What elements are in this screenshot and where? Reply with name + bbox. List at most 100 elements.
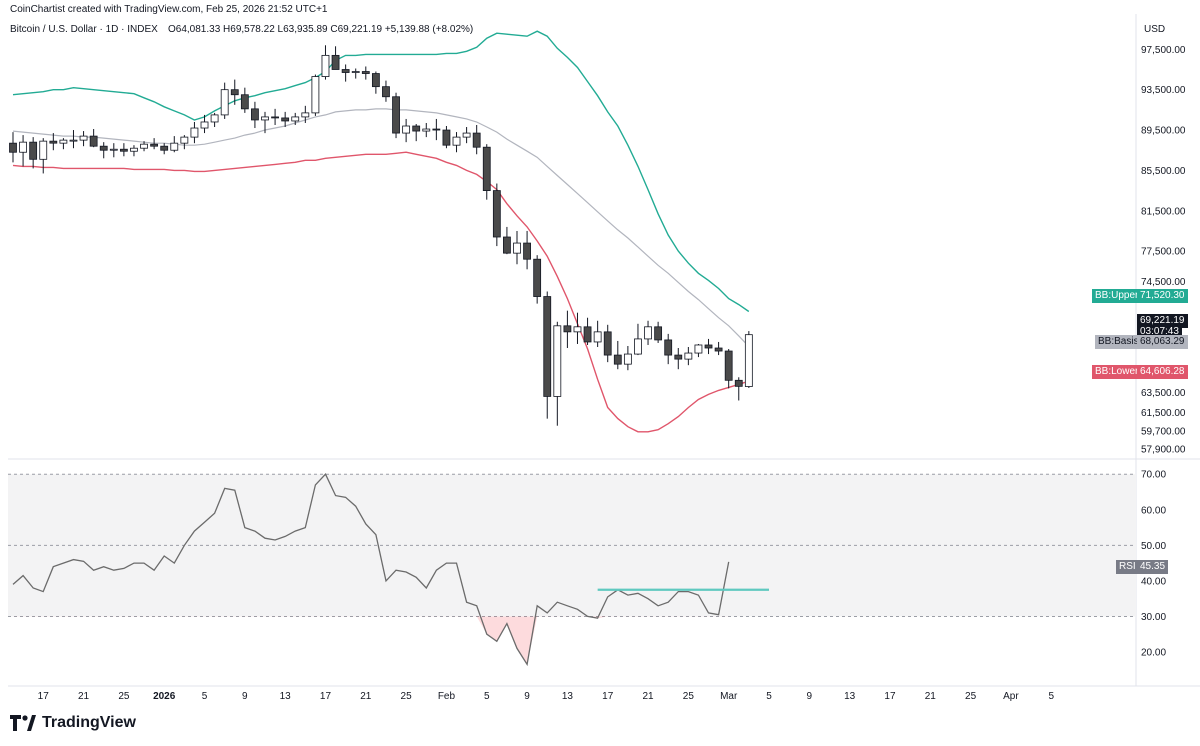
candle bbox=[230, 79, 239, 105]
candle bbox=[29, 137, 38, 169]
candle bbox=[664, 333, 673, 365]
candle bbox=[432, 118, 441, 141]
time-tick-label: Mar bbox=[720, 691, 738, 702]
time-tick-label: 21 bbox=[78, 691, 90, 702]
candle bbox=[371, 71, 380, 94]
candle bbox=[543, 291, 552, 419]
candle-body bbox=[684, 352, 693, 360]
candle bbox=[79, 131, 88, 147]
candle bbox=[513, 230, 521, 265]
candle bbox=[704, 338, 713, 355]
candle-body bbox=[371, 73, 380, 88]
candle bbox=[170, 136, 179, 153]
candle bbox=[69, 130, 78, 149]
candle-body bbox=[644, 326, 652, 340]
candle-body bbox=[291, 116, 300, 122]
candle-body bbox=[472, 132, 481, 148]
candle-body bbox=[422, 128, 431, 132]
candle-body bbox=[523, 242, 531, 260]
candle-body bbox=[170, 142, 179, 151]
rsi-tick-label: 20.00 bbox=[1141, 648, 1166, 659]
candle bbox=[422, 122, 431, 138]
candle bbox=[573, 312, 582, 344]
candle bbox=[271, 108, 279, 125]
candle bbox=[553, 321, 562, 426]
time-tick-label: 5 bbox=[484, 691, 490, 702]
candle bbox=[200, 114, 209, 134]
candle bbox=[392, 92, 400, 139]
candle bbox=[351, 68, 360, 79]
candle-body bbox=[513, 242, 521, 254]
time-tick-label: Feb bbox=[438, 691, 456, 702]
candle bbox=[291, 112, 300, 125]
candle-body bbox=[553, 325, 562, 397]
time-tick-label: 13 bbox=[562, 691, 574, 702]
candle bbox=[492, 183, 501, 247]
candle bbox=[482, 144, 491, 200]
rsi-tick-label: 60.00 bbox=[1141, 505, 1166, 516]
candle bbox=[89, 129, 98, 148]
candle bbox=[452, 132, 461, 153]
time-tick-label: 13 bbox=[280, 691, 292, 702]
time-tick-label: 9 bbox=[807, 691, 813, 702]
candle bbox=[321, 45, 330, 80]
candle-body bbox=[402, 125, 411, 134]
candle bbox=[39, 138, 48, 174]
candle-body bbox=[69, 139, 78, 142]
time-tick-label: 21 bbox=[360, 691, 372, 702]
time-tick-label: 9 bbox=[242, 691, 248, 702]
candle-body bbox=[271, 116, 279, 119]
candle bbox=[150, 138, 159, 150]
candle-body bbox=[331, 54, 340, 70]
time-tick-label: 17 bbox=[884, 691, 896, 702]
candle-body bbox=[99, 145, 108, 151]
chart-credit: CoinChartist created with TradingView.co… bbox=[10, 4, 328, 15]
price-tick-label: 59,700.00 bbox=[1141, 426, 1186, 437]
candle-body bbox=[452, 136, 461, 146]
candle-body bbox=[503, 236, 511, 254]
candle-body bbox=[29, 141, 38, 160]
candle bbox=[19, 135, 27, 167]
candle-body bbox=[573, 326, 582, 333]
candle bbox=[593, 320, 602, 347]
candle bbox=[644, 320, 652, 345]
rsi-value: 45.35 bbox=[1137, 560, 1169, 574]
ohlc-readout: O64,081.33 H69,578.22 L63,935.89 C69,221… bbox=[168, 24, 474, 35]
candle-body bbox=[130, 147, 138, 152]
bb-basis-value: 68,063.29 bbox=[1137, 335, 1188, 349]
rsi-oversold-fill bbox=[13, 616, 729, 665]
candle bbox=[563, 310, 572, 349]
candle-body bbox=[674, 354, 683, 360]
rsi-tick-label: 50.00 bbox=[1141, 541, 1166, 552]
time-tick-label: 21 bbox=[642, 691, 654, 702]
price-tick-label: 57,900.00 bbox=[1141, 444, 1186, 455]
candle-body bbox=[603, 331, 612, 356]
candle-body bbox=[714, 347, 723, 352]
time-tick-label: 5 bbox=[1048, 691, 1054, 702]
candle bbox=[190, 121, 199, 144]
candle bbox=[130, 145, 138, 157]
candle bbox=[382, 80, 390, 102]
candle bbox=[331, 46, 340, 70]
candle-body bbox=[150, 143, 159, 147]
time-tick-label: Apr bbox=[1003, 691, 1019, 702]
candle bbox=[744, 331, 753, 389]
rsi-line bbox=[12, 473, 730, 667]
tradingview-logo: TradingView bbox=[10, 714, 136, 732]
candle-body bbox=[543, 296, 552, 397]
candle bbox=[301, 105, 310, 123]
candle bbox=[674, 348, 683, 370]
candle bbox=[412, 123, 421, 142]
price-tick-label: 93,500.00 bbox=[1141, 85, 1186, 96]
candle-body bbox=[140, 143, 148, 149]
candle-body bbox=[623, 353, 632, 365]
bb-upper-value: 71,520.30 bbox=[1137, 289, 1188, 303]
candle-body bbox=[341, 69, 350, 73]
rsi-tick-label: 30.00 bbox=[1141, 612, 1166, 623]
candle-body bbox=[563, 325, 572, 333]
candle bbox=[503, 226, 511, 255]
candle bbox=[654, 321, 663, 343]
candle-body bbox=[613, 354, 622, 365]
candle-body bbox=[220, 89, 229, 116]
